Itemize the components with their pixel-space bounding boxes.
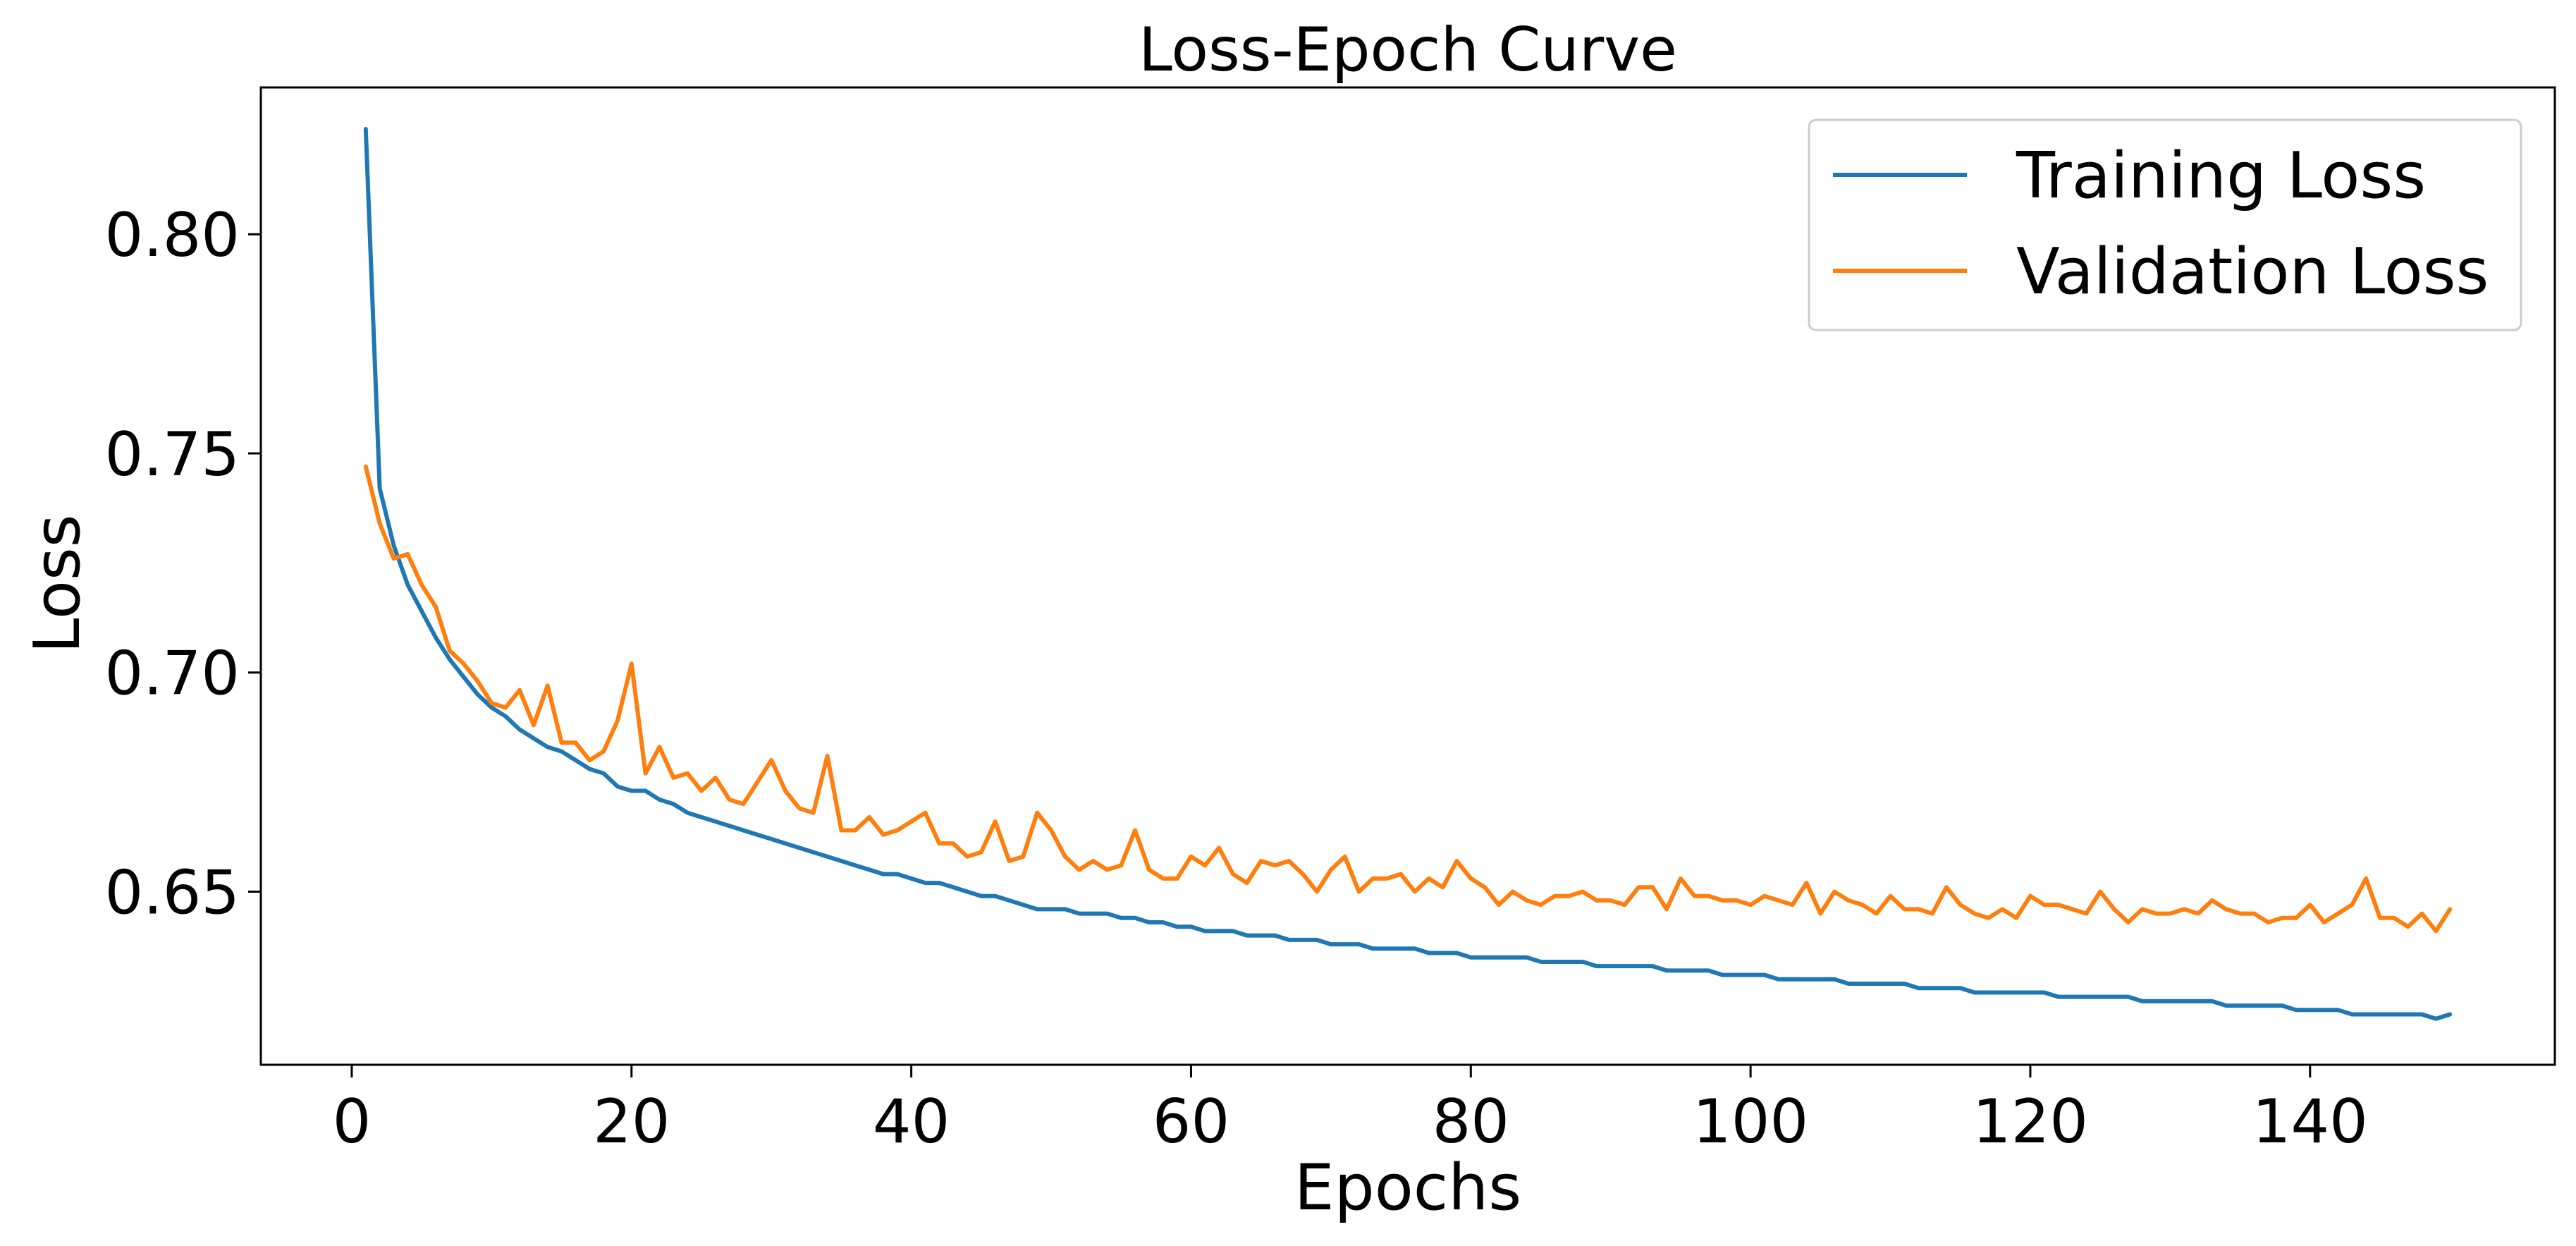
x-tick-label: 40 bbox=[873, 1087, 950, 1157]
plot-area bbox=[259, 86, 2556, 1066]
y-tick-label: 0.80 bbox=[105, 200, 240, 271]
x-tick-label: 20 bbox=[593, 1087, 670, 1157]
x-tick-label: 60 bbox=[1153, 1087, 1229, 1157]
x-tick-label: 0 bbox=[333, 1087, 372, 1157]
y-axis: 0.65 0.70 0.75 0.80 bbox=[105, 200, 261, 928]
x-axis: 0 20 40 60 80 100 120 140 bbox=[333, 1065, 2368, 1157]
legend-box bbox=[1808, 118, 2522, 331]
y-axis-label: Loss bbox=[20, 514, 94, 653]
x-tick-label: 80 bbox=[1433, 1087, 1509, 1157]
x-tick-label: 140 bbox=[2252, 1087, 2368, 1157]
x-axis-label: Epochs bbox=[1294, 1151, 1521, 1225]
series-line-training-loss bbox=[363, 127, 2453, 1021]
legend-label-training-loss: Training Loss bbox=[2016, 139, 2426, 213]
y-tick-label: 0.75 bbox=[105, 420, 240, 490]
series-line-validation-loss bbox=[363, 464, 2453, 934]
y-tick-label: 0.65 bbox=[105, 857, 240, 928]
y-tick-label: 0.70 bbox=[105, 639, 240, 709]
legend-label-validation-loss: Validation Loss bbox=[2016, 235, 2489, 309]
x-tick-label: 120 bbox=[1973, 1087, 2088, 1157]
plot-frame bbox=[259, 86, 2556, 1066]
legend: Training Loss Validation Loss bbox=[1808, 118, 2522, 331]
x-tick-label: 100 bbox=[1693, 1087, 1808, 1157]
chart-title: Loss-Epoch Curve bbox=[1139, 15, 1677, 85]
